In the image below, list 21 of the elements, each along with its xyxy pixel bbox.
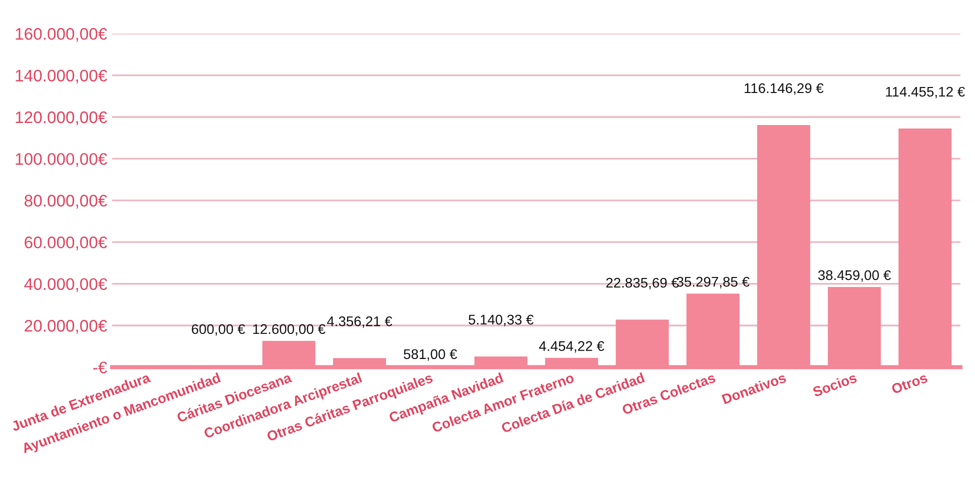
- y-tick-label: 160.000,00€: [16, 28, 108, 42]
- data-label: 5.140,33 €: [468, 314, 534, 326]
- y-tick-label: -€: [93, 362, 108, 374]
- y-tick-label: 100.000,00€: [16, 153, 108, 167]
- x-tick-label: Otros: [890, 372, 928, 394]
- data-label: 116.146,29 €: [744, 83, 824, 95]
- x-tick-label: Socios: [812, 372, 858, 398]
- data-label: 4.356,21 €: [327, 316, 392, 328]
- data-label: 22.835,69 €: [606, 278, 679, 290]
- y-tick-label: 60.000,00€: [24, 236, 108, 250]
- y-tick-label: 20.000,00€: [24, 320, 108, 334]
- y-tick-label: 80.000,00€: [24, 194, 108, 209]
- data-label: 114.455,12 €: [886, 86, 965, 98]
- data-label: 38.459,00 €: [818, 270, 891, 282]
- y-tick-label: 140.000,00€: [16, 70, 108, 84]
- data-label: 600,00 €: [192, 324, 245, 336]
- data-label: 12.600,00 €: [253, 324, 326, 336]
- data-label: 4.454,22 €: [539, 341, 604, 353]
- y-tick-label: 120.000,00€: [16, 111, 108, 126]
- y-tick-label: 40.000,00€: [24, 278, 108, 292]
- data-label: 581,00 €: [404, 349, 458, 361]
